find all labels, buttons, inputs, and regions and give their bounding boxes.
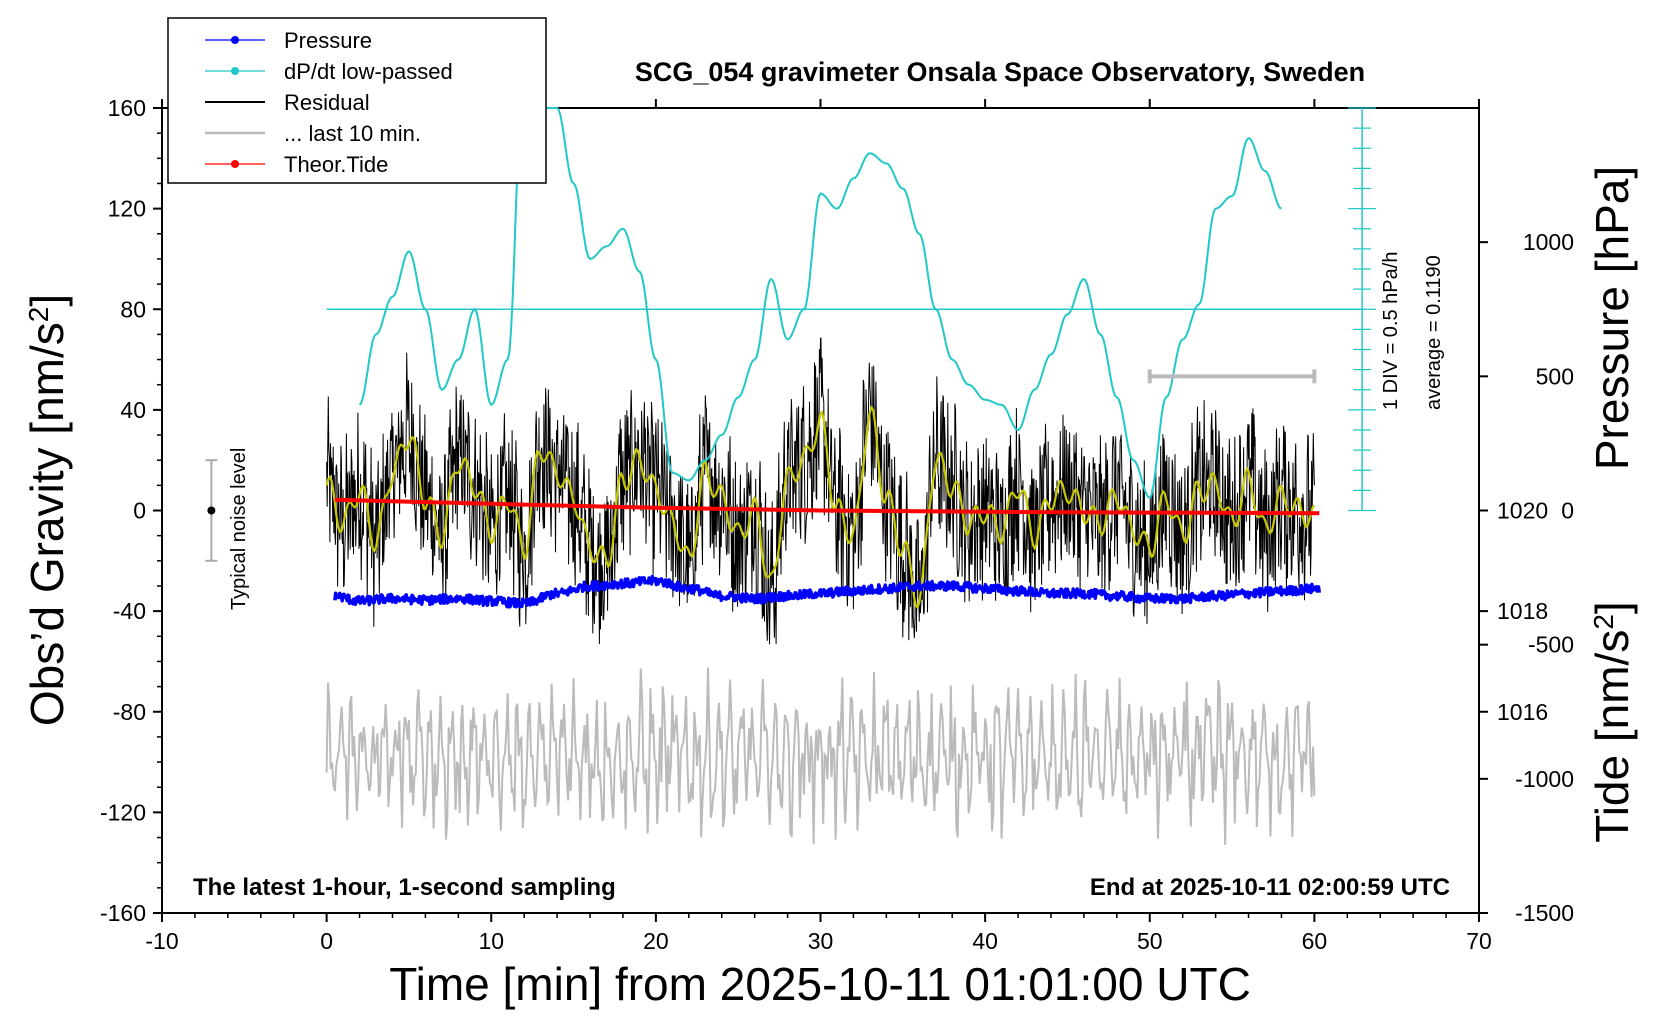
tide-tick-label: -1500 (1515, 900, 1574, 926)
y-axis-label-left-close: ] (21, 294, 73, 307)
y-tick-label: -80 (113, 699, 146, 725)
last10-series (325, 667, 1316, 845)
noise-label: Typical noise level (228, 448, 250, 610)
pressure-line (333, 574, 1322, 609)
dpdt-axis (1348, 107, 1377, 512)
legend-marker (231, 36, 239, 44)
x-tick-label: 30 (808, 928, 834, 954)
chart-title: SCG_054 gravimeter Onsala Space Observat… (635, 57, 1365, 87)
y-tick-label: 120 (108, 196, 146, 222)
x-tick-label: 60 (1302, 928, 1328, 954)
pressure-series (333, 574, 1322, 609)
y-tick-label: 160 (108, 95, 146, 121)
tide-tick-label: 500 (1536, 363, 1574, 389)
x-tick-label: 50 (1137, 928, 1163, 954)
y-tick-label: -120 (100, 799, 146, 825)
residual-series (326, 337, 1315, 645)
y-axis-label-left: Obs’d Gravity [nm/s2] (21, 294, 73, 726)
noise-bar (205, 459, 218, 562)
tide-line (334, 497, 1320, 516)
legend-marker (231, 67, 239, 75)
pressure-tick-label: 1018 (1497, 598, 1548, 624)
x-tick-label: 20 (643, 928, 669, 954)
last10-line (325, 667, 1316, 845)
pressure-tick-label: 1020 (1497, 498, 1548, 524)
legend-marker (231, 160, 239, 168)
y-axis-label-tide-sup: 2 (1588, 614, 1619, 630)
x-tick-label: 10 (478, 928, 504, 954)
legend-label: Residual (284, 90, 370, 115)
axis-ticks: -10 0 10 20 30 40 50 60 70-160-120-80-4004080120… (100, 95, 1574, 954)
x-axis-label: Time [min] from 2025-10-11 01:01:00 UTC (389, 958, 1251, 1010)
legend: Pressure dP/dt low-passed Residual ... last… (167, 17, 547, 184)
y-axis-label-tide-close: ] (1586, 601, 1638, 614)
y-axis-label-pressure: Pressure [hPa] (1586, 166, 1638, 470)
div-label: 1 DIV = 0.5 hPa/h (1380, 252, 1402, 410)
y-tick-label: 80 (120, 296, 146, 322)
residual-line (326, 337, 1315, 645)
x-tick-label: 70 (1466, 928, 1492, 954)
y-tick-label: 0 (133, 498, 146, 524)
last10-bar (1147, 369, 1317, 384)
x-tick-label: 0 (320, 928, 333, 954)
y-tick-label: -40 (113, 598, 146, 624)
y-axis-label-left-text: Obs’d Gravity [nm/s (21, 322, 73, 726)
tide-tick-label: 1000 (1523, 229, 1574, 255)
legend-box (167, 17, 547, 184)
legend-label: ... last 10 min. (284, 121, 421, 146)
legend-label: dP/dt low-passed (284, 59, 453, 84)
tide-series (334, 497, 1320, 516)
residual-smoothed-line (325, 404, 1316, 609)
avg-label: average = 0.1190 (1423, 255, 1445, 410)
y-axis-label-left-sup: 2 (23, 307, 54, 323)
y-tick-label: -160 (100, 900, 146, 926)
residual-smoothed-series (325, 404, 1316, 609)
y-axis-label-tide: Tide [nm/s2] (1586, 601, 1638, 842)
note-right: End at 2025-10-11 02:00:59 UTC (1090, 874, 1450, 901)
tide-tick-label: 0 (1561, 498, 1574, 524)
note-left: The latest 1-hour, 1-second sampling (193, 874, 616, 901)
pressure-tick-label: 1016 (1497, 699, 1548, 725)
dpdt-line (358, 107, 1282, 500)
noise-bar-dot (207, 506, 216, 515)
y-axis-label-tide-text: Tide [nm/s (1586, 630, 1638, 843)
dpdt-series (326, 107, 1364, 500)
tide-tick-label: -1000 (1515, 766, 1574, 792)
x-tick-label: 40 (972, 928, 998, 954)
legend-label: Theor.Tide (284, 152, 388, 177)
legend-label: Pressure (284, 28, 372, 53)
y-tick-label: 40 (120, 397, 146, 423)
x-tick-label: -10 (145, 928, 178, 954)
tide-tick-label: -500 (1528, 632, 1574, 658)
